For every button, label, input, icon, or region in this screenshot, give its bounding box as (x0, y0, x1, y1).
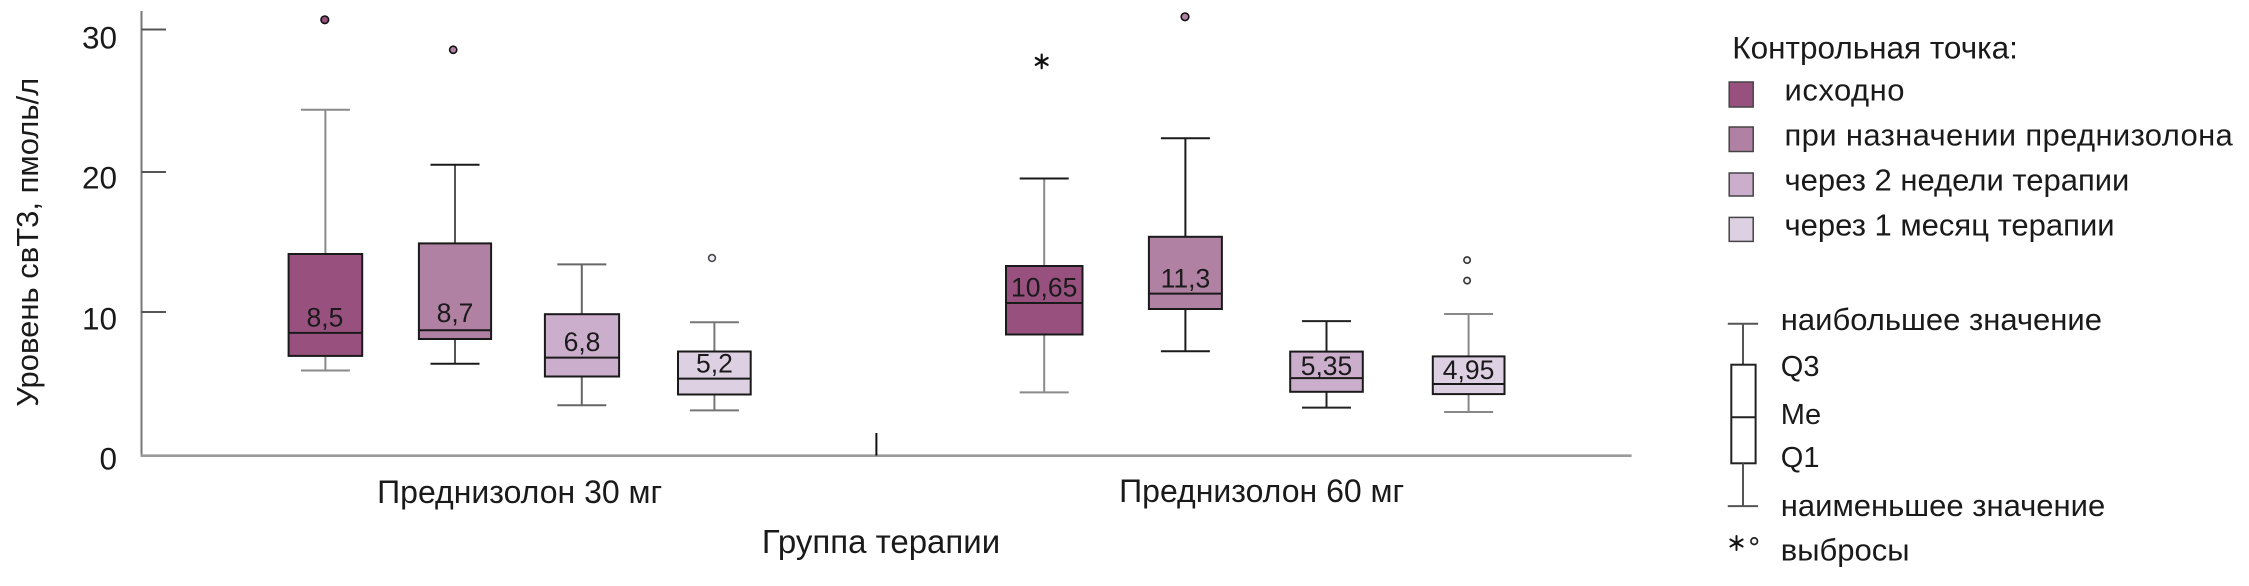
svg-text:Преднизолон 60 мг: Преднизолон 60 мг (1119, 473, 1404, 509)
svg-text:выбросы: выбросы (1781, 533, 1910, 568)
svg-text:10: 10 (82, 300, 117, 336)
svg-text:через 2 недели терапии: через 2 недели терапии (1785, 163, 2130, 198)
svg-text:наибольшее значение: наибольшее значение (1781, 302, 2102, 337)
svg-text:при назначении преднизолона: при назначении преднизолона (1785, 118, 2234, 153)
svg-text:Q3: Q3 (1781, 351, 1820, 383)
svg-text:10,65: 10,65 (1011, 273, 1077, 303)
svg-text:Группа терапии: Группа терапии (762, 523, 1000, 560)
svg-text:наименьшее значение: наименьшее значение (1781, 488, 2105, 523)
svg-text:11,3: 11,3 (1161, 263, 1211, 293)
svg-text:Уровень свТ3, пмоль/л: Уровень свТ3, пмоль/л (10, 78, 45, 407)
svg-text:Me: Me (1781, 399, 1821, 431)
svg-text:8,7: 8,7 (437, 298, 474, 328)
svg-text:8,5: 8,5 (306, 302, 343, 332)
svg-text:30: 30 (82, 19, 117, 55)
svg-text:Контрольная точка:: Контрольная точка: (1732, 30, 2018, 66)
svg-text:Преднизолон 30 мг: Преднизолон 30 мг (377, 474, 662, 510)
svg-text:5,2: 5,2 (696, 348, 733, 378)
svg-text:5,35: 5,35 (1301, 351, 1353, 381)
svg-text:4,95: 4,95 (1443, 355, 1495, 385)
svg-text:0: 0 (99, 441, 117, 477)
svg-text:20: 20 (82, 160, 117, 196)
svg-text:через 1 месяц терапии: через 1 месяц терапии (1785, 208, 2115, 243)
svg-text:Q1: Q1 (1781, 442, 1820, 474)
svg-text:6,8: 6,8 (564, 327, 601, 357)
svg-text:исходно: исходно (1785, 73, 1905, 108)
